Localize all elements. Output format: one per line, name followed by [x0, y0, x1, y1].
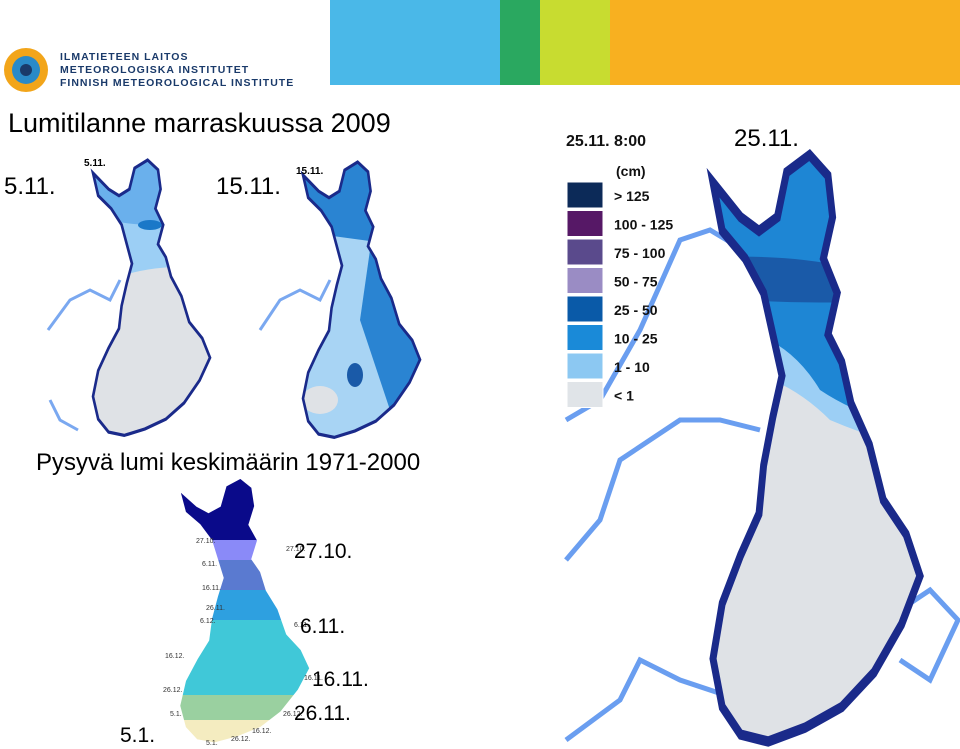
legend-label: 10 - 25 [614, 331, 658, 347]
legend-swatch [566, 210, 604, 237]
map-date-label: 16.11. [304, 675, 323, 682]
legend: 25.11. 8:00 (cm) > 125 100 - 125 75 - 100 5… [566, 133, 673, 408]
legend-label: 1 - 10 [614, 359, 650, 375]
map-date-label: 26.12. [283, 711, 303, 718]
map-date-label: 16.12. [165, 653, 185, 660]
map-date-label: 16.11. [202, 585, 221, 592]
legend-swatch [566, 267, 604, 294]
legend-label: 100 - 125 [614, 217, 673, 233]
map-15-11: 15.11. 15.11. [216, 160, 422, 440]
legend-swatch [566, 324, 604, 351]
banner [330, 0, 960, 85]
map-date: 15.11. [216, 173, 281, 200]
legend-swatch [566, 295, 604, 323]
map-inset-label: 15.11. [296, 166, 323, 177]
legend-swatch [566, 238, 604, 266]
legend-swatch [566, 181, 604, 209]
isoline-label: 5.1. [120, 724, 155, 747]
legend-label: 50 - 75 [614, 274, 658, 290]
map-date: 25.11. [734, 125, 799, 152]
isoline-label: 16.11. [312, 668, 369, 691]
map-date-label: 27.10. [286, 546, 306, 553]
map-date-label: 6.12. [200, 618, 216, 625]
legend-swatch [566, 352, 604, 380]
map-5-11: 5.11. 5.11. [4, 158, 212, 438]
map-date-label: 5.1. [170, 711, 182, 718]
map-date-label: 26.12. [163, 687, 183, 694]
logo-line: ILMATIETEEN LAITOS [60, 51, 188, 63]
legend-label: 25 - 50 [614, 302, 658, 318]
legend-label: 75 - 100 [614, 245, 666, 261]
map-date-label: 27.10. [196, 538, 216, 545]
subtitle: Pysyvä lumi keskimäärin 1971-2000 [36, 449, 420, 476]
legend-swatch [566, 381, 604, 408]
legend-unit: (cm) [616, 163, 646, 179]
isoline-label: 6.11. [300, 615, 345, 638]
map-date-label: 16.12. [252, 728, 272, 735]
title: Lumitilanne marraskuussa 2009 [8, 108, 391, 138]
map-date-label: 26.12. [231, 736, 251, 743]
map-average: 27.10.6.11.16.11.26.11.6.12.16.12.26.12.… [120, 477, 369, 747]
legend-label: > 125 [614, 188, 650, 204]
map-date-label: 26.11. [206, 605, 225, 612]
logo-line: FINNISH METEOROLOGICAL INSTITUTE [60, 77, 294, 89]
logo-line: METEOROLOGISKA INSTITUTET [60, 64, 249, 76]
map-date-label: 6.11. [294, 622, 309, 629]
map-date-label: 6.11. [202, 561, 217, 568]
isoline-label: 26.11. [294, 702, 351, 725]
legend-label: < 1 [614, 388, 634, 404]
map-date-label: 5.1. [206, 740, 218, 747]
legend-header: 25.11. 8:00 [566, 133, 646, 150]
isoline-label: 27.10. [294, 540, 352, 563]
map-inset-label: 5.11. [84, 158, 106, 169]
map-date: 5.11. [4, 173, 56, 200]
logo: ILMATIETEEN LAITOS METEOROLOGISKA INSTIT… [4, 48, 294, 92]
